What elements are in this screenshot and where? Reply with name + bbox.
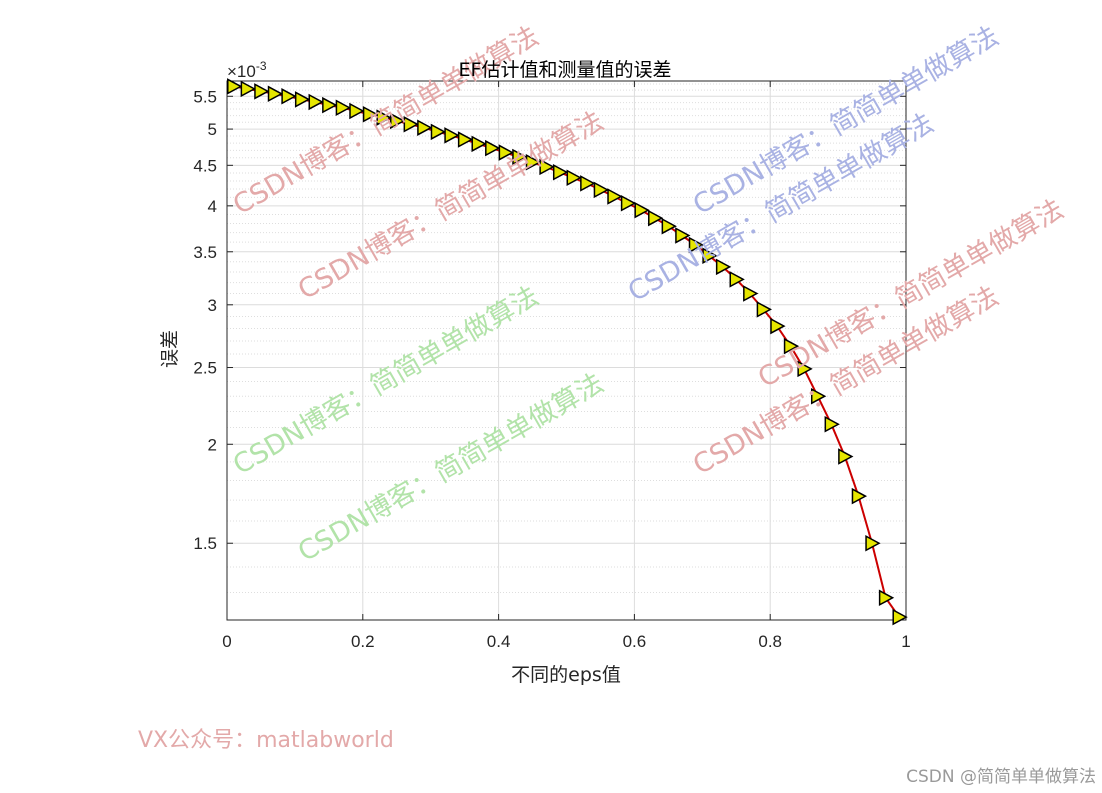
x-tick-label: 0.4 — [487, 632, 511, 651]
y-axis-label: 误差 — [159, 330, 181, 368]
data-point-marker — [240, 80, 256, 98]
y-tick-label: 2 — [208, 435, 217, 454]
y-tick-label: 5 — [208, 120, 217, 139]
y-axis-exponent: ×10-3 — [227, 59, 267, 81]
csdn-footer: CSDN @简简单单做算法 — [906, 767, 1096, 787]
data-point-marker — [322, 96, 338, 114]
y-axis-ticks: 1.5 2 2.5 3 3.5 4 4.5 5 5.5 — [193, 87, 906, 553]
data-point-marker — [552, 164, 569, 181]
y-tick-label: 4.5 — [193, 156, 217, 175]
data-point-marker — [417, 119, 433, 136]
data-point-marker — [824, 415, 840, 433]
data-point-marker — [308, 93, 324, 111]
y-tick-label: 3 — [208, 296, 217, 315]
data-point-marker — [227, 78, 243, 95]
data-point-marker — [770, 317, 786, 335]
data-point-marker — [892, 608, 908, 626]
data-point-marker — [335, 99, 352, 116]
data-point-marker — [865, 534, 881, 552]
data-point-marker — [512, 148, 528, 166]
y-exponent-power: -3 — [256, 59, 267, 73]
minor-gridlines — [227, 83, 906, 593]
data-point-marker — [525, 154, 542, 171]
data-point-marker — [430, 123, 447, 141]
data-point-marker — [620, 195, 637, 212]
series-layer — [227, 78, 908, 626]
y-tick-label: 4 — [208, 197, 217, 216]
y-tick-label: 1.5 — [193, 534, 217, 553]
data-point-marker — [729, 271, 745, 288]
data-point-marker — [675, 227, 691, 244]
data-point-marker — [498, 144, 514, 161]
chart-title: EF估计值和测量值的误差 — [459, 59, 672, 81]
y-tick-label: 5.5 — [193, 87, 217, 106]
data-point-marker — [267, 85, 284, 103]
x-tick-label: 0.6 — [623, 632, 647, 651]
plot-area-frame — [226, 80, 907, 621]
data-point-marker — [457, 131, 474, 148]
data-point-marker — [743, 285, 759, 302]
data-point-marker — [607, 188, 623, 205]
x-tick-label: 0.2 — [351, 632, 375, 651]
data-point-marker — [294, 91, 311, 108]
data-point-marker — [254, 83, 270, 100]
data-point-marker — [715, 258, 732, 276]
data-point-marker — [403, 116, 419, 133]
data-point-marker — [444, 127, 460, 144]
y-exponent-base: ×10 — [227, 62, 256, 81]
x-axis-label: 不同的eps值 — [511, 664, 621, 686]
data-point-marker — [783, 337, 800, 355]
data-point-marker — [485, 139, 501, 157]
x-tick-label: 0 — [222, 632, 231, 651]
data-point-marker — [851, 487, 868, 505]
data-point-marker — [349, 102, 365, 120]
vx-caption: VX公众号：matlabworld — [138, 728, 394, 753]
data-point-marker — [688, 236, 705, 254]
x-tick-label: 1 — [901, 632, 910, 651]
y-tick-label: 2.5 — [193, 359, 217, 378]
data-point-marker — [810, 387, 827, 405]
data-point-marker — [376, 109, 392, 126]
data-point-marker — [566, 169, 582, 187]
data-point-marker — [648, 209, 664, 227]
data-point-marker — [702, 247, 718, 264]
data-point-marker — [634, 201, 650, 219]
data-point-marker — [362, 106, 379, 123]
y-tick-label: 3.5 — [193, 243, 217, 262]
x-axis-ticks: 0 0.2 0.4 0.6 0.8 1 — [222, 81, 911, 651]
data-point-marker — [756, 301, 772, 318]
x-tick-label: 0.8 — [758, 632, 782, 651]
data-point-marker — [580, 175, 596, 192]
data-point-marker — [593, 181, 610, 199]
data-point-marker — [878, 589, 895, 607]
data-point-marker — [661, 217, 677, 235]
data-point-marker — [471, 135, 487, 153]
data-point-marker — [390, 112, 406, 130]
data-point-marker — [838, 448, 854, 465]
data-point-marker — [539, 158, 555, 176]
data-point-marker — [797, 360, 813, 378]
data-point-marker — [281, 88, 297, 105]
